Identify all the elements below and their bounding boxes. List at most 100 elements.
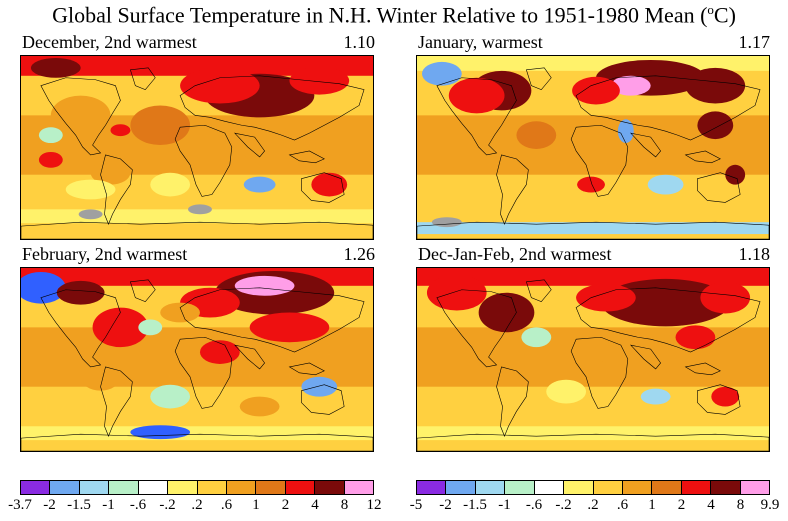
- coastline: [288, 362, 325, 376]
- coastline: [100, 154, 133, 225]
- map-field: [21, 56, 373, 239]
- anomaly-region: [239, 125, 300, 165]
- colorbar-cell: [446, 481, 476, 494]
- colorbar-tick-label: 8: [736, 497, 745, 513]
- anomaly-region: [188, 204, 212, 215]
- colorbar-tick-label: -.6: [129, 497, 147, 513]
- coastline: [575, 75, 761, 141]
- anomaly-region: [610, 75, 651, 96]
- coastline: [575, 287, 761, 353]
- anomaly-region: [150, 172, 191, 197]
- anomaly-region: [160, 302, 200, 323]
- anomaly-region: [572, 76, 620, 105]
- colorbar-tick-label: -.6: [525, 497, 543, 513]
- colorbar-cell: [652, 481, 682, 494]
- coastline: [40, 289, 121, 368]
- anomaly-region: [725, 164, 746, 185]
- panel-value-djf: 1.18: [738, 244, 771, 264]
- colorbar-cell: [168, 481, 198, 494]
- colorbar-cell: [50, 481, 80, 494]
- anomaly-region: [110, 124, 131, 137]
- colorbar-cell: [417, 481, 447, 494]
- anomaly-region: [478, 292, 535, 333]
- colorbar-cell: [285, 481, 316, 494]
- colorbar-tick-label: -.2: [159, 497, 176, 513]
- coastline: [129, 279, 156, 302]
- anomaly-region: [65, 179, 116, 200]
- anomaly-band: [417, 222, 769, 235]
- coastline: [436, 289, 517, 368]
- colorbar-tick-label: 4: [311, 497, 319, 513]
- coastline: [179, 287, 365, 353]
- anomaly-region: [576, 283, 636, 312]
- coastline: [301, 384, 345, 415]
- anomaly-region: [199, 340, 240, 364]
- colorbar-tick-label: -1: [102, 497, 115, 513]
- coastline: [496, 366, 529, 437]
- coastline: [525, 67, 552, 90]
- anomaly-region: [180, 67, 260, 104]
- anomaly-region: [80, 362, 121, 391]
- colorbar-tick-label: 12: [366, 497, 382, 513]
- panel-label-january: January, warmest: [418, 32, 543, 52]
- colorbar-cell: [315, 481, 345, 494]
- panel-label-djf: Dec-Jan-Feb, 2nd warmest: [418, 244, 612, 264]
- colorbar-tick-label: 9.9: [760, 497, 780, 513]
- colorbar-tick-label: -1.5: [67, 497, 91, 513]
- colorbar-tick-label: .2: [191, 497, 203, 513]
- anomaly-region: [130, 105, 191, 146]
- colorbar-tick-label: .2: [587, 497, 599, 513]
- anomaly-region: [640, 388, 671, 405]
- anomaly-band: [21, 426, 373, 441]
- coastline: [629, 132, 661, 158]
- colorbar-left-labels: -3.7 -2 -1.5 -1 -.6 -.2.2.6 1 2 4 8 12: [8, 497, 381, 515]
- anomaly-region: [685, 67, 746, 104]
- coastline: [417, 433, 769, 451]
- anomaly-region: [30, 57, 81, 78]
- map-field: [417, 56, 769, 239]
- coastline: [684, 362, 721, 376]
- colorbar-cell: [681, 481, 712, 494]
- coastline: [174, 124, 233, 197]
- colorbar-tick-label: 1: [648, 497, 656, 513]
- colorbar-cell: [226, 481, 257, 494]
- colorbar-cell: [711, 481, 741, 494]
- colorbar-cell: [109, 481, 139, 494]
- anomaly-region: [38, 127, 63, 144]
- anomaly-region: [421, 61, 462, 86]
- colorbar-tick-label: .6: [616, 497, 629, 513]
- coastline: [40, 77, 121, 156]
- colorbar-cell: [740, 481, 770, 494]
- map-field: [21, 268, 373, 451]
- map-january: [416, 55, 770, 240]
- figure-title: Global Surface Temperature in N.H. Winte…: [52, 2, 736, 28]
- coastline: [233, 344, 265, 370]
- colorbar-tick-label: 1: [252, 497, 260, 513]
- anomaly-region: [249, 312, 330, 343]
- anomaly-region: [38, 151, 63, 168]
- colorbar-cell: [564, 481, 594, 494]
- anomaly-region: [647, 174, 684, 195]
- anomaly-region: [56, 280, 105, 305]
- colorbar-cell: [505, 481, 535, 494]
- anomaly-region: [431, 217, 462, 228]
- anomaly-region: [700, 281, 751, 314]
- anomaly-region: [675, 325, 716, 350]
- anomaly-region: [426, 274, 487, 311]
- anomaly-region: [234, 275, 295, 296]
- colorbar-tick-label: -1.5: [463, 497, 487, 513]
- anomaly-band: [21, 56, 373, 76]
- map-december: [20, 55, 374, 240]
- colorbar-tick-label: 2: [281, 497, 290, 513]
- anomaly-region: [441, 140, 492, 170]
- coastline: [697, 172, 741, 203]
- coastline: [179, 75, 365, 141]
- anomaly-region: [617, 119, 634, 144]
- anomaly-region: [311, 172, 348, 197]
- coastline: [629, 344, 661, 370]
- colorbar-tick-label: -5: [409, 497, 423, 513]
- coastline: [100, 366, 133, 437]
- colorbar-cell: [79, 481, 110, 494]
- anomaly-region: [593, 340, 638, 364]
- colorbar-tick-label: -2: [43, 497, 56, 513]
